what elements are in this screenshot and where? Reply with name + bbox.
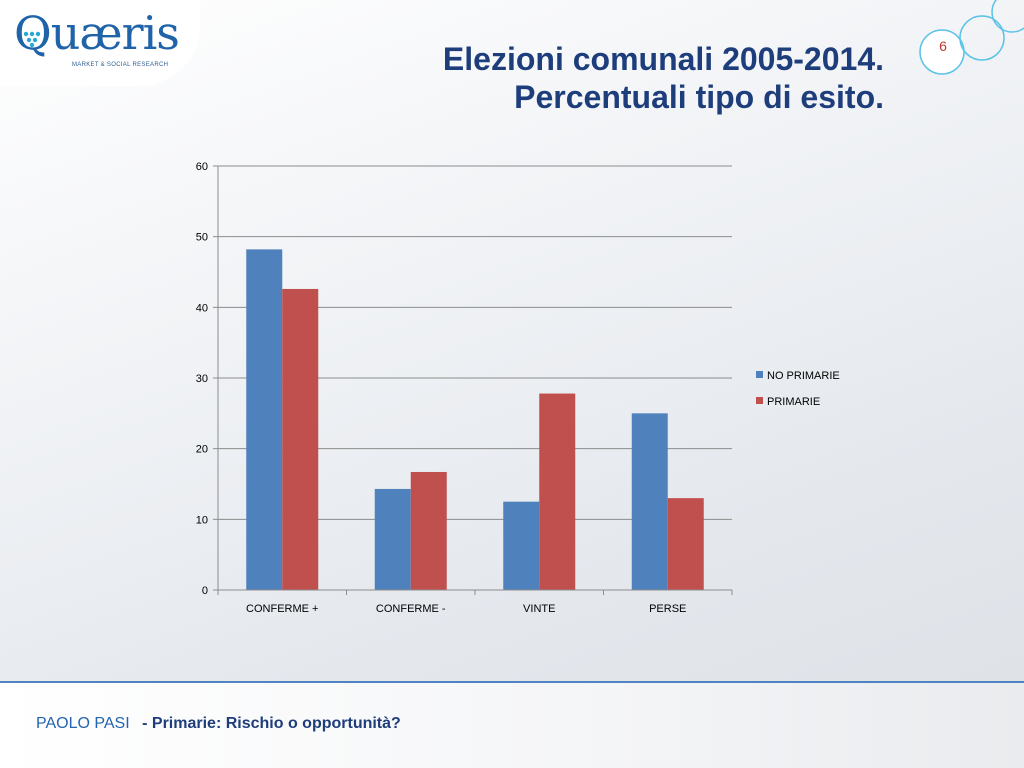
legend-swatch <box>756 397 763 404</box>
logo-tagline: MARKET & SOCIAL RESEARCH <box>72 62 169 68</box>
bar-primarie <box>282 288 319 590</box>
y-tick-label: 50 <box>196 232 208 244</box>
logo-wordmark: Quæris <box>14 6 180 60</box>
bar-no-primarie <box>631 413 668 590</box>
bar-primarie <box>410 471 447 590</box>
footer-text: PAOLO PASI - Primarie: Rischio o opportu… <box>36 715 401 733</box>
x-category-label: VINTE <box>523 603 555 615</box>
legend-label: NO PRIMARIE <box>767 370 840 382</box>
y-tick-label: 30 <box>196 373 208 385</box>
bar-primarie <box>539 393 576 590</box>
logo: Quæris MARKET & SOCIAL RESEARCH <box>0 0 200 86</box>
y-tick-label: 40 <box>196 302 208 314</box>
footer-author: PAOLO PASI <box>36 715 130 732</box>
page-number: 6 <box>939 38 947 54</box>
x-category-label: CONFERME - <box>376 603 446 615</box>
bar-chart: 0 10 20 30 40 50 60 CONFERME + CONFERME - VINTE PE… <box>196 161 840 615</box>
footer-subtitle: - Primarie: Rischio o opportunità? <box>142 715 401 732</box>
bar-no-primarie <box>374 488 411 590</box>
bar-no-primarie <box>246 249 283 590</box>
slide-title-line-2: Percentuali tipo di esito. <box>514 79 884 115</box>
footer-divider <box>0 681 1024 683</box>
y-tick-label: 60 <box>196 161 208 173</box>
logo-dots-icon <box>23 31 41 48</box>
legend-label: PRIMARIE <box>767 396 820 408</box>
x-category-label: PERSE <box>649 603 686 615</box>
bar-no-primarie <box>503 501 540 590</box>
y-tick-label: 20 <box>196 444 208 456</box>
bar-primarie <box>667 498 704 590</box>
footer <box>0 683 1024 768</box>
x-category-label: CONFERME + <box>246 603 318 615</box>
y-tick-label: 10 <box>196 514 208 526</box>
slide-title-line-1: Elezioni comunali 2005-2014. <box>442 41 884 77</box>
y-tick-label: 0 <box>202 585 208 597</box>
decorative-circles-icon <box>919 0 1024 75</box>
slide-title: Elezioni comunali 2005-2014. Percentuali… <box>284 40 884 116</box>
legend-swatch <box>756 371 763 378</box>
